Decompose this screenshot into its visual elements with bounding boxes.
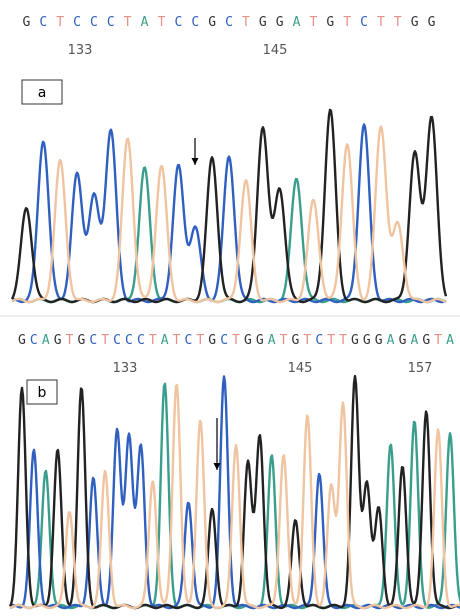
base-letter: A: [446, 333, 454, 348]
base-letter: T: [280, 333, 288, 348]
base-letter: A: [161, 333, 169, 348]
position-number: 145: [288, 361, 313, 376]
base-letter: G: [208, 15, 216, 30]
position-number: 133: [68, 43, 93, 58]
base-letter: T: [149, 333, 157, 348]
base-letter: C: [113, 333, 121, 348]
base-letter: G: [276, 15, 284, 30]
base-letter: T: [232, 333, 240, 348]
figure: GCTCCCTATCCGCTGGATGTCTTGG133145aGCAGTGCT…: [0, 0, 460, 616]
base-letter: A: [293, 15, 301, 30]
base-letter: G: [422, 333, 430, 348]
base-letter: T: [56, 15, 64, 30]
base-letter: C: [30, 333, 38, 348]
base-letter: G: [363, 333, 371, 348]
base-letter: T: [196, 333, 204, 348]
base-letter: C: [73, 15, 81, 30]
base-letter: T: [327, 333, 335, 348]
base-letter: T: [434, 333, 442, 348]
base-letter: G: [256, 333, 264, 348]
base-letter: C: [137, 333, 145, 348]
base-letter: T: [394, 15, 402, 30]
base-letter: C: [39, 15, 47, 30]
position-number: 157: [408, 361, 433, 376]
base-letter: G: [428, 15, 436, 30]
base-letter: T: [242, 15, 250, 30]
base-letter: T: [343, 15, 351, 30]
base-letter: G: [375, 333, 383, 348]
base-letter: G: [259, 15, 267, 30]
base-letter: T: [101, 333, 109, 348]
base-letter: A: [42, 333, 50, 348]
base-letter: C: [90, 15, 98, 30]
position-number: 145: [263, 43, 288, 58]
base-letter: T: [158, 15, 166, 30]
base-letter: G: [77, 333, 85, 348]
base-letter: G: [351, 333, 359, 348]
base-letter: G: [54, 333, 62, 348]
base-letter: G: [244, 333, 252, 348]
base-letter: T: [339, 333, 347, 348]
base-letter: C: [174, 15, 182, 30]
base-letter: G: [292, 333, 300, 348]
base-letter: G: [411, 15, 419, 30]
base-letter: G: [399, 333, 407, 348]
base-letter: C: [220, 333, 228, 348]
base-letter: G: [18, 333, 26, 348]
base-letter: A: [410, 333, 418, 348]
position-number: 133: [113, 361, 138, 376]
base-letter: C: [89, 333, 97, 348]
base-letter: T: [309, 15, 317, 30]
base-letter: C: [185, 333, 193, 348]
base-letter: G: [23, 15, 31, 30]
base-letter: G: [208, 333, 216, 348]
base-letter: T: [66, 333, 74, 348]
base-letter: C: [191, 15, 199, 30]
base-letter: T: [377, 15, 385, 30]
base-letter: A: [141, 15, 149, 30]
base-letter: C: [315, 333, 323, 348]
base-letter: A: [268, 333, 276, 348]
page: GCTCCCTATCCGCTGGATGTCTTGG133145aGCAGTGCT…: [0, 0, 460, 616]
base-letter: C: [107, 15, 115, 30]
panel-label: a: [38, 85, 47, 101]
base-letter: C: [360, 15, 368, 30]
base-letter: G: [326, 15, 334, 30]
base-letter: T: [124, 15, 132, 30]
base-letter: C: [225, 15, 233, 30]
panel-label: b: [38, 385, 47, 401]
base-letter: T: [173, 333, 181, 348]
base-letter: T: [303, 333, 311, 348]
base-letter: C: [125, 333, 133, 348]
base-letter: A: [387, 333, 395, 348]
